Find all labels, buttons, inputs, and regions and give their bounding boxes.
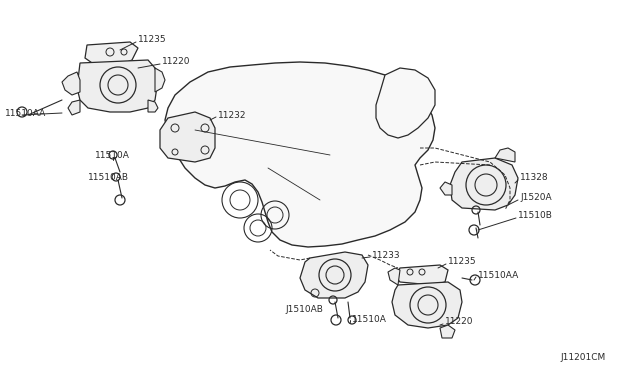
Polygon shape [495,148,515,162]
Text: 11510AA: 11510AA [5,109,46,118]
Text: 11220: 11220 [445,317,474,327]
Polygon shape [85,42,138,65]
Polygon shape [160,112,215,162]
Polygon shape [388,268,400,285]
Text: 11232: 11232 [218,110,246,119]
Text: 11510A: 11510A [352,315,387,324]
Polygon shape [165,62,435,247]
Polygon shape [395,265,448,285]
Text: 11510AA: 11510AA [478,270,519,279]
Polygon shape [62,72,80,95]
Polygon shape [392,282,462,328]
Text: 11328: 11328 [520,173,548,183]
Text: 11510A: 11510A [95,151,130,160]
Text: 11235: 11235 [138,35,166,45]
Polygon shape [450,158,518,210]
Text: 11220: 11220 [162,58,191,67]
Text: J1510AB: J1510AB [285,305,323,314]
Polygon shape [77,60,158,112]
Polygon shape [440,325,455,338]
Polygon shape [148,100,158,112]
Text: 11510B: 11510B [518,212,553,221]
Polygon shape [440,182,452,195]
Polygon shape [300,252,368,298]
Text: 11233: 11233 [372,250,401,260]
Text: J1520A: J1520A [520,193,552,202]
Text: 11235: 11235 [448,257,477,266]
Polygon shape [376,68,435,138]
Polygon shape [155,68,165,92]
Text: 11510AB: 11510AB [88,173,129,183]
Polygon shape [68,100,80,115]
Text: J11201CM: J11201CM [560,353,605,362]
